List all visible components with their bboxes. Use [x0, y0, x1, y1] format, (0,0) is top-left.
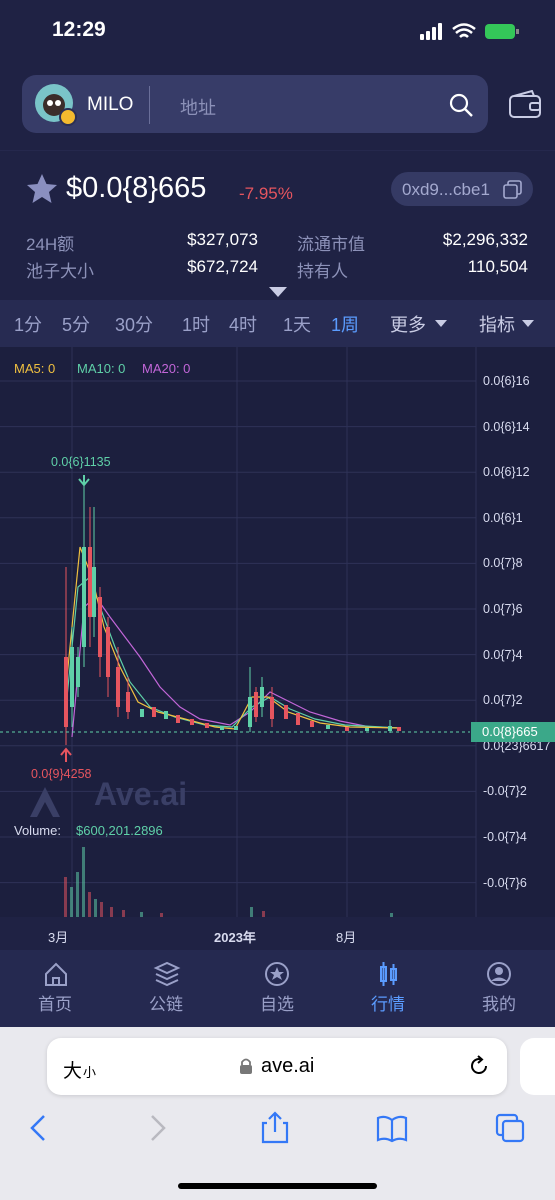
watermark: Ave.ai: [94, 776, 187, 812]
y-axis-label: -0.0{7}6: [483, 875, 527, 890]
wallet-icon[interactable]: [508, 90, 542, 120]
price-change: -7.95%: [239, 184, 293, 203]
next-tab[interactable]: [520, 1038, 555, 1095]
timeframe-button[interactable]: 1分: [14, 315, 43, 335]
stat-label: 持有人: [297, 262, 348, 281]
reload-icon[interactable]: [467, 1054, 491, 1078]
browser-buttons[interactable]: [0, 1110, 555, 1146]
copy-icon[interactable]: [503, 180, 523, 200]
ma10-label: MA10: 0: [77, 361, 125, 376]
text-size-big[interactable]: 大: [63, 1061, 83, 1082]
nav-label[interactable]: 公链: [149, 995, 183, 1014]
stat-label: 流通市值: [297, 235, 365, 254]
x-label: 2023年: [214, 930, 256, 945]
stat-value: $672,724: [187, 257, 258, 276]
more-button[interactable]: 更多: [390, 315, 426, 335]
ma-lines: [65, 546, 401, 738]
y-axis-label: 0.0{6}12: [483, 465, 530, 480]
high-label: 0.0{6}1135: [51, 455, 111, 469]
nav-label[interactable]: 首页: [38, 995, 72, 1014]
current-price-tag: [471, 722, 555, 742]
clock: 12:29: [52, 18, 106, 41]
search-bar[interactable]: [22, 75, 488, 133]
timeframe-button[interactable]: 1天: [283, 315, 312, 335]
y-axis-label: -0.0{7}4: [483, 830, 527, 844]
home-indicator: [178, 1183, 377, 1189]
stat-label: 24H额: [26, 235, 75, 254]
timeframe-button[interactable]: 5分: [62, 315, 91, 335]
y-axis-label: 0.0{23}6617: [483, 738, 551, 753]
vertical-grid: [71, 347, 477, 917]
low-label: 0.0{9}4258: [31, 767, 92, 781]
dropdown-arrow: [435, 320, 447, 327]
y-axis-label: 0.0{6}1: [483, 510, 523, 525]
address: 0xd9...cbe1: [402, 180, 490, 199]
y-axis-label: 0.0{6}16: [483, 374, 530, 388]
stat-value: $327,073: [187, 230, 258, 249]
volume-label: Volume:: [14, 823, 61, 838]
chart-area: [0, 347, 555, 917]
y-axis-label: 0.0{7}4: [483, 647, 523, 662]
expand-arrow[interactable]: [268, 286, 288, 298]
y-axis-label: 0.0{6}14: [483, 419, 530, 434]
search-input[interactable]: 地址: [180, 98, 216, 118]
timeframe-button[interactable]: 30分: [115, 315, 154, 335]
stat-value: $2,296,332: [442, 230, 528, 249]
y-axis-label: 0.0{7}8: [483, 556, 523, 571]
current-price: 0.0{8}665: [482, 724, 538, 739]
search-icon[interactable]: [448, 92, 474, 118]
indicators-button[interactable]: 指标: [479, 315, 515, 335]
y-axis-label: 0.0{7}2: [483, 693, 523, 708]
separator: [0, 150, 555, 151]
high-arrow: [78, 475, 90, 487]
timeframe-button[interactable]: 1周: [331, 315, 360, 335]
stat-label: 池子大小: [26, 262, 94, 281]
divider: [149, 86, 150, 124]
volume-bars: [64, 847, 393, 917]
y-axis-label: 0.0{7}6: [483, 602, 523, 616]
y-axis-label: -0.0{7}2: [483, 784, 527, 799]
nav-label[interactable]: 行情: [371, 995, 405, 1014]
nav-icons: [45, 961, 511, 987]
candles: [64, 477, 401, 745]
timeframe-button[interactable]: 1时: [182, 315, 211, 335]
text-size-small[interactable]: 小: [83, 1065, 97, 1080]
low-arrow: [60, 747, 72, 762]
timeframe-button[interactable]: 4时: [229, 315, 258, 335]
ma20-label: MA20: 0: [142, 361, 190, 376]
candlestick-chart: Ave.ai MA5: 0 MA10: 0 MA20: 0 0.0{6}1135…: [0, 347, 477, 917]
url[interactable]: ave.ai: [261, 1055, 315, 1077]
x-label: 3月: [48, 930, 69, 945]
status-icons: [420, 23, 519, 40]
dropdown-arrow: [522, 320, 534, 327]
lock-icon: [240, 1058, 252, 1074]
stat-value: 110,504: [467, 257, 528, 276]
ma5-label: MA5: 0: [14, 361, 55, 376]
favorite-star[interactable]: [25, 172, 59, 206]
watermark-logo: [30, 787, 60, 817]
nav-label[interactable]: 自选: [260, 995, 294, 1014]
price: $0.0{8}665: [66, 172, 207, 204]
x-label: 8月: [336, 930, 357, 945]
token-name: MILO: [87, 94, 134, 115]
address-bar[interactable]: [47, 1038, 507, 1095]
token-avatar: [35, 84, 77, 126]
nav-label[interactable]: 我的: [482, 995, 516, 1014]
volume-value: $600,201.2896: [76, 823, 163, 838]
timeframe-bar: [0, 300, 555, 347]
